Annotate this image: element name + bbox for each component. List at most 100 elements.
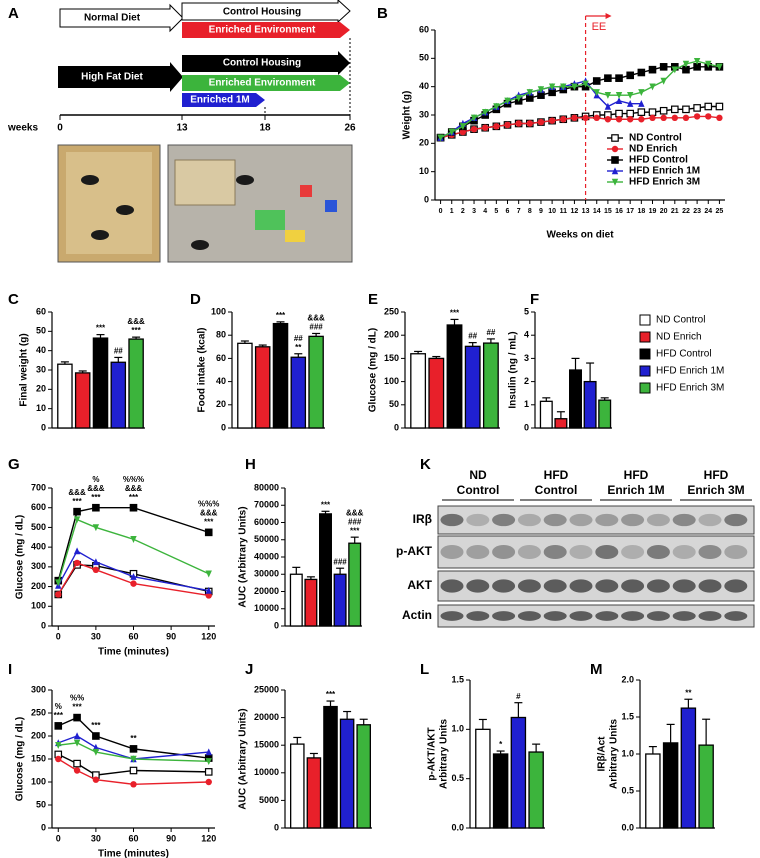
significance: *** bbox=[204, 517, 214, 526]
marker bbox=[560, 83, 567, 91]
x-tick-label: 3 bbox=[472, 208, 476, 215]
bar bbox=[289, 573, 303, 627]
bar bbox=[410, 353, 427, 429]
legend-swatch bbox=[639, 331, 651, 343]
band bbox=[569, 579, 593, 593]
marker bbox=[537, 118, 545, 126]
x-tick-label: 120 bbox=[201, 631, 216, 641]
row-label: p-AKT bbox=[396, 544, 433, 558]
marker bbox=[648, 65, 657, 74]
y-tick-label: 3 bbox=[524, 353, 529, 363]
bar bbox=[583, 380, 597, 429]
series-line bbox=[57, 507, 209, 581]
significance: *** bbox=[72, 497, 82, 506]
significance: %%% bbox=[123, 475, 144, 484]
week: 26 bbox=[344, 123, 356, 134]
y-tick-label: 2.0 bbox=[621, 674, 634, 684]
y-tick-label: 500 bbox=[31, 522, 46, 532]
marker bbox=[660, 114, 667, 122]
y-tick-label: 20 bbox=[36, 384, 46, 394]
x-tick-label: 25 bbox=[716, 208, 724, 215]
bar bbox=[554, 418, 568, 429]
y-tick-label: 40 bbox=[419, 81, 429, 91]
marker bbox=[92, 748, 100, 756]
band bbox=[698, 544, 722, 560]
y-tick-label: 25000 bbox=[254, 684, 279, 694]
significance: * bbox=[499, 740, 503, 749]
bar bbox=[339, 718, 355, 829]
band bbox=[672, 544, 696, 560]
y-tick-label: 300 bbox=[31, 684, 46, 694]
y-tick-label: 0.0 bbox=[621, 822, 634, 832]
y-axis-label: Insulin (ng / mL) bbox=[508, 331, 519, 408]
significance: &&& bbox=[87, 484, 105, 493]
marker bbox=[560, 116, 567, 123]
marker bbox=[693, 57, 701, 65]
marker bbox=[537, 86, 545, 94]
bar bbox=[475, 728, 491, 829]
marker bbox=[626, 71, 634, 80]
significance: *** bbox=[96, 324, 106, 333]
marker bbox=[671, 66, 679, 74]
y-tick-label: 80 bbox=[216, 330, 226, 340]
band bbox=[646, 544, 670, 560]
bar bbox=[492, 753, 509, 829]
y-tick-label: 20000 bbox=[254, 712, 279, 722]
x-axis-label: Time (minutes) bbox=[98, 849, 169, 858]
arrow bbox=[59, 3, 184, 33]
marker bbox=[682, 105, 690, 114]
group-label: Control bbox=[457, 483, 500, 497]
x-tick-label: 17 bbox=[626, 208, 634, 215]
marker bbox=[604, 102, 612, 110]
band bbox=[517, 544, 541, 560]
marker bbox=[129, 745, 138, 753]
y-axis-label: Food intake (kcal) bbox=[197, 327, 208, 412]
weeks-label: weeks bbox=[7, 123, 38, 134]
band bbox=[698, 611, 722, 621]
band bbox=[646, 513, 670, 527]
marker bbox=[611, 167, 619, 175]
y-tick-label: 4 bbox=[524, 330, 529, 340]
marker bbox=[493, 123, 500, 130]
x-tick-label: 90 bbox=[166, 631, 176, 641]
bar bbox=[569, 369, 582, 429]
marker bbox=[481, 108, 489, 116]
significance: *** bbox=[321, 500, 331, 509]
y-tick-label: 2 bbox=[524, 376, 529, 386]
marker bbox=[626, 99, 634, 107]
x-tick-label: 13 bbox=[582, 208, 590, 215]
mouse bbox=[236, 175, 254, 185]
legend-swatch bbox=[639, 348, 651, 360]
significance: *** bbox=[91, 721, 101, 730]
marker bbox=[604, 116, 612, 123]
y-tick-label: 1.5 bbox=[621, 711, 634, 721]
bar bbox=[482, 342, 499, 429]
marker bbox=[205, 778, 212, 786]
marker bbox=[611, 156, 619, 164]
x-tick-label: 19 bbox=[649, 208, 657, 215]
y-tick-label: 40 bbox=[36, 345, 46, 355]
y-tick-label: 70000 bbox=[254, 500, 279, 510]
marker bbox=[705, 113, 712, 120]
week: 18 bbox=[259, 123, 271, 134]
house bbox=[174, 159, 236, 206]
bar bbox=[680, 707, 697, 829]
band bbox=[646, 579, 670, 593]
y-tick-label: 50 bbox=[36, 799, 46, 809]
marker bbox=[92, 566, 100, 574]
marker bbox=[615, 109, 623, 118]
y-tick-label: 60 bbox=[419, 24, 429, 34]
marker bbox=[55, 742, 62, 749]
marker bbox=[504, 97, 511, 105]
legend-label: ND Control bbox=[656, 315, 705, 326]
y-axis-label: p-AKT/AKT bbox=[427, 727, 438, 780]
significance: ** bbox=[685, 688, 692, 697]
marker bbox=[204, 528, 213, 537]
marker bbox=[205, 758, 212, 765]
significance: ### bbox=[333, 557, 347, 566]
y-tick-label: 0 bbox=[274, 620, 279, 630]
panel-letter: C bbox=[8, 291, 19, 308]
marker bbox=[638, 99, 645, 107]
y-tick-label: 1.0 bbox=[451, 724, 464, 734]
significance: *** bbox=[276, 311, 286, 320]
